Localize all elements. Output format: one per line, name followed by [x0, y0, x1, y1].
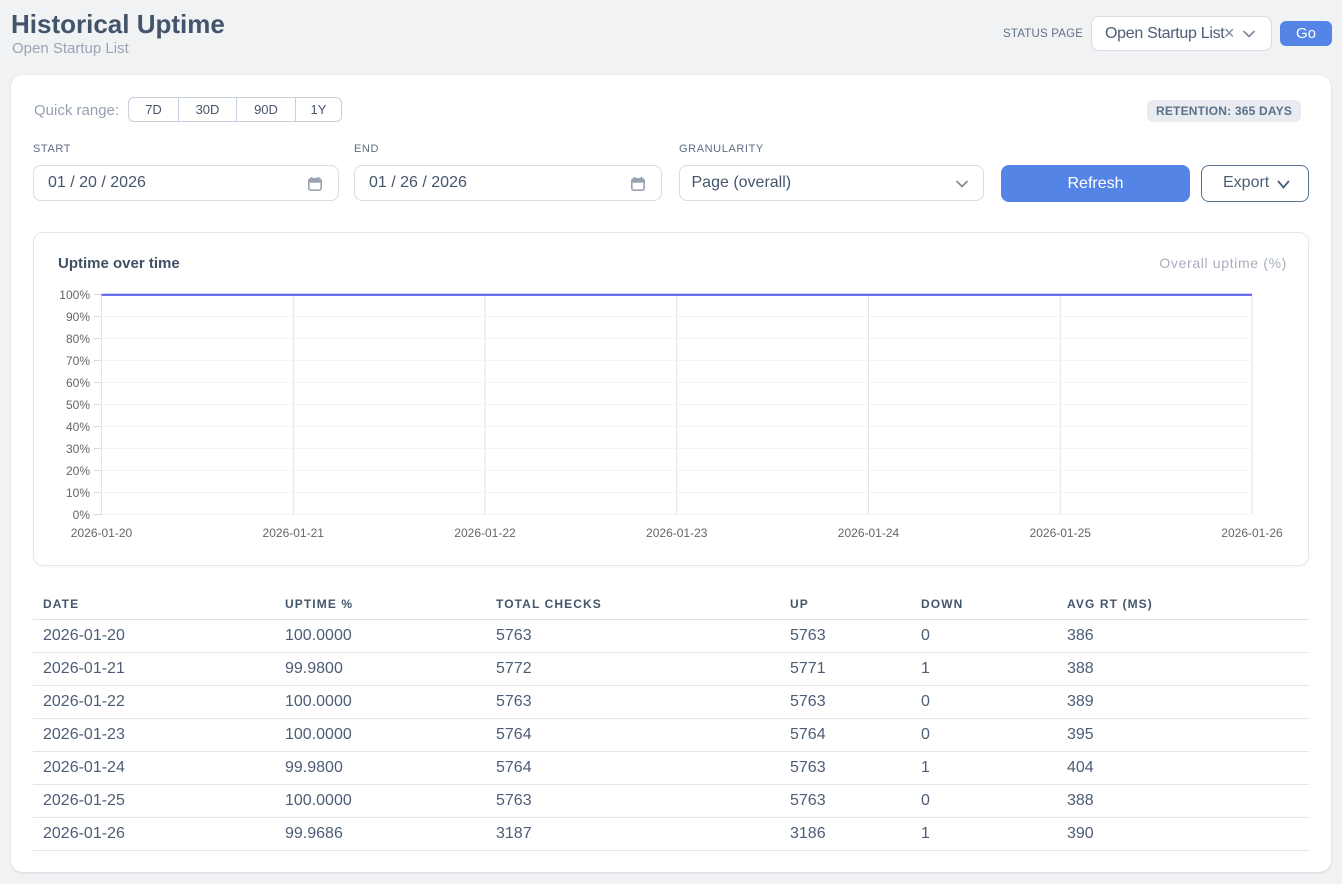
svg-text:10%: 10%	[66, 486, 90, 500]
svg-text:80%: 80%	[66, 332, 90, 346]
svg-text:90%: 90%	[66, 310, 90, 324]
svg-text:60%: 60%	[66, 376, 90, 390]
svg-text:2026-01-21: 2026-01-21	[263, 526, 325, 540]
svg-text:20%: 20%	[66, 464, 90, 478]
svg-text:30%: 30%	[66, 442, 90, 456]
svg-text:2026-01-20: 2026-01-20	[71, 526, 133, 540]
svg-text:2026-01-22: 2026-01-22	[454, 526, 516, 540]
svg-text:0%: 0%	[73, 508, 91, 522]
svg-text:40%: 40%	[66, 420, 90, 434]
svg-text:2026-01-26: 2026-01-26	[1221, 526, 1283, 540]
svg-text:50%: 50%	[66, 398, 90, 412]
svg-text:2026-01-24: 2026-01-24	[838, 526, 900, 540]
svg-text:2026-01-23: 2026-01-23	[646, 526, 708, 540]
svg-text:70%: 70%	[66, 354, 90, 368]
svg-text:2026-01-25: 2026-01-25	[1030, 526, 1092, 540]
svg-text:100%: 100%	[59, 288, 90, 302]
